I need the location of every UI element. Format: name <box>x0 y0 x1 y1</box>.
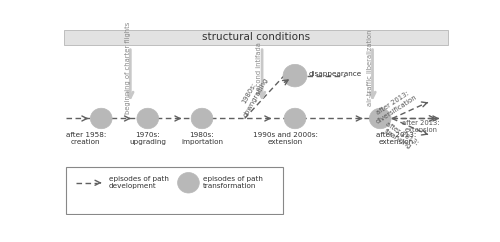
Text: 1980s:
importation: 1980s: importation <box>181 132 223 145</box>
Text: second intifada: second intifada <box>256 42 262 94</box>
Text: episodes of path
development: episodes of path development <box>109 176 169 189</box>
Text: episodes of path
transformation: episodes of path transformation <box>202 176 262 189</box>
Text: after 2013:
diversification: after 2013: diversification <box>370 88 418 125</box>
Text: 1980s:
downgrading: 1980s: downgrading <box>236 73 269 118</box>
Ellipse shape <box>90 108 112 129</box>
FancyBboxPatch shape <box>66 167 284 213</box>
Ellipse shape <box>178 173 200 193</box>
Text: after 2013:
extension: after 2013: extension <box>402 120 440 133</box>
Ellipse shape <box>370 108 391 129</box>
Text: structural conditions: structural conditions <box>202 32 310 42</box>
Ellipse shape <box>191 108 213 129</box>
Ellipse shape <box>137 108 158 129</box>
Ellipse shape <box>283 64 307 87</box>
Text: after 1958:
creation: after 1958: creation <box>66 132 106 145</box>
Text: after 2013:
extension: after 2013: extension <box>376 132 416 145</box>
Text: 1970s:
upgrading: 1970s: upgrading <box>129 132 166 145</box>
Text: beginning of charter flights: beginning of charter flights <box>124 22 130 114</box>
Text: after 2013:
financing: after 2013: financing <box>380 121 420 152</box>
FancyBboxPatch shape <box>64 30 448 45</box>
Text: disappearance: disappearance <box>309 71 362 77</box>
Ellipse shape <box>284 108 306 129</box>
Text: 1990s and 2000s:
extension: 1990s and 2000s: extension <box>253 132 318 145</box>
Text: air-traffic liberalization: air-traffic liberalization <box>367 30 373 106</box>
